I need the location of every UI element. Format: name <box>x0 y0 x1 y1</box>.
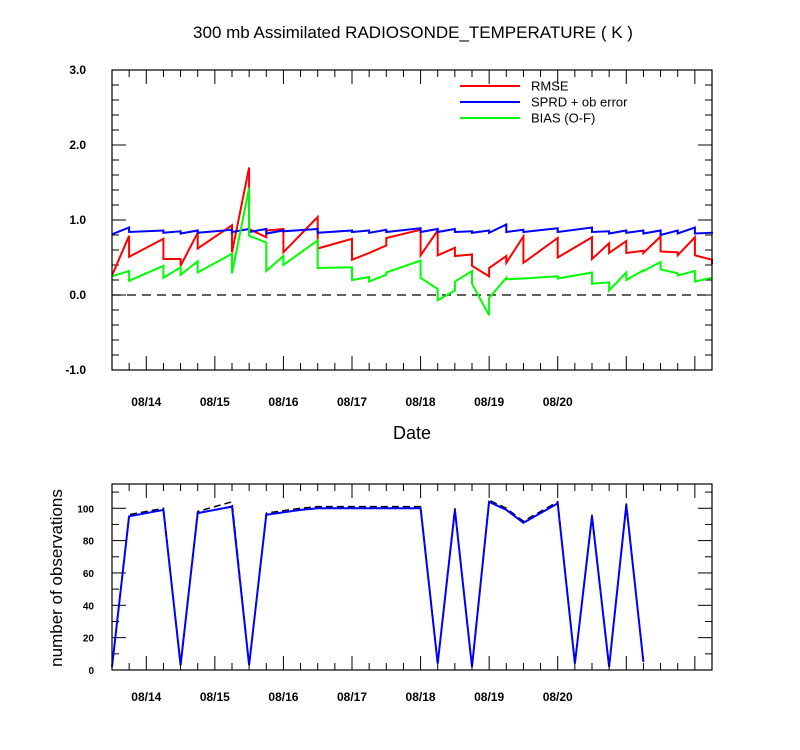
bottom-y-tick-label: 20 <box>83 634 95 645</box>
series-rmse <box>111 167 713 279</box>
series-bias-o-f <box>111 187 713 316</box>
y-axis-label-observations: number of observations <box>47 489 66 667</box>
top-y-tick-label: -1.0 <box>65 363 86 377</box>
top-y-tick-label: 2.0 <box>69 138 86 152</box>
top-x-tick-label: 08/17 <box>337 395 367 409</box>
top-x-tick-label: 08/20 <box>543 395 573 409</box>
legend-label: BIAS (O-F) <box>531 111 595 126</box>
top-x-tick-label: 08/16 <box>268 395 298 409</box>
observations-used-line <box>111 500 645 667</box>
x-axis-label: Date <box>393 423 431 443</box>
top-panel: 3.0 2.0 1.0 0.0 -1.0 08/14 08/15 08/16 08/17 08/1… <box>65 63 713 409</box>
bottom-x-tick-label: 08/18 <box>406 690 436 704</box>
chart-title: 300 mb Assimilated RADIOSONDE_TEMPERATUR… <box>193 23 633 42</box>
bottom-y-tick-label: 60 <box>83 569 95 580</box>
series-sprd-ob-error <box>111 222 713 237</box>
bottom-y-tick-label: 80 <box>83 537 95 548</box>
bottom-x-tick-label: 08/14 <box>131 690 161 704</box>
bottom-x-tick-label: 08/20 <box>543 690 573 704</box>
bottom-x-tick-label: 08/19 <box>474 690 504 704</box>
bottom-panel: 100 80 60 40 20 0 08/14 08/15 08/16 08/17 08/18 08/… <box>77 483 713 704</box>
legend-label: RMSE <box>531 79 569 94</box>
bottom-x-tick-label: 08/17 <box>337 690 367 704</box>
top-plot-frame <box>111 69 713 371</box>
observations-total-line <box>111 499 645 667</box>
top-y-tick-label: 0.0 <box>69 288 86 302</box>
bottom-y-tick-label: 100 <box>77 504 94 515</box>
bottom-x-tick-label: 08/15 <box>200 690 230 704</box>
top-y-tick-label: 3.0 <box>69 63 86 77</box>
bottom-plot-frame <box>111 483 713 671</box>
legend-label: SPRD + ob error <box>531 95 628 110</box>
top-x-tick-label: 08/18 <box>406 395 436 409</box>
bottom-x-tick-label: 08/16 <box>268 690 298 704</box>
bottom-y-tick-label: 0 <box>88 666 94 677</box>
top-y-tick-label: 1.0 <box>69 213 86 227</box>
top-x-tick-label: 08/19 <box>474 395 504 409</box>
top-x-tick-label: 08/14 <box>131 395 161 409</box>
bottom-y-tick-label: 40 <box>83 601 95 612</box>
top-x-tick-label: 08/15 <box>200 395 230 409</box>
